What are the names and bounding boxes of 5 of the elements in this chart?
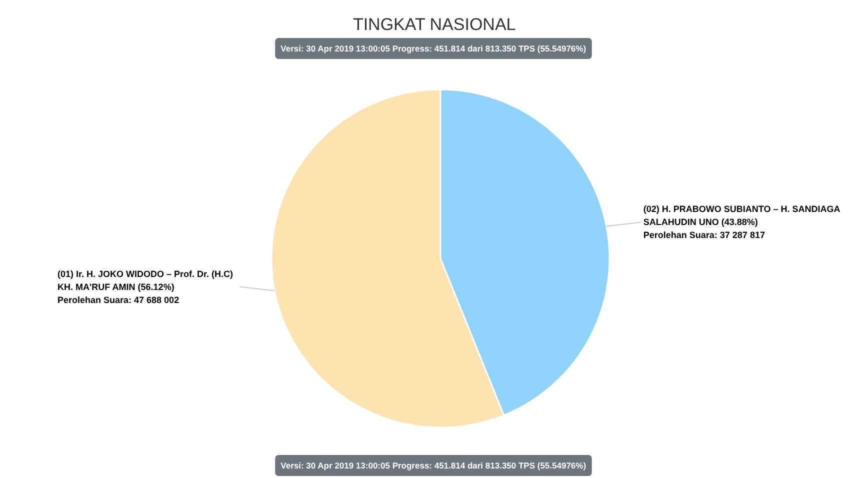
text: Versi: 30 Apr 2019 13:00:05 Progress: 451.814 dari 813.350 TPS (55.54976%)	[280, 460, 586, 470]
slice-label: (01) Ir. H. JOKO WIDODO – Prof. Dr. (H.C) KH. MA'RUF AMIN (56.12%) Perolehan Suara: 47 688 002	[58, 268, 234, 305]
slice-label: (02) H. PRABOWO SUBIANTO – H. SANDIAGA SALAHUDIN UNO (43.88%) Perolehan Suara: 37 287 817	[643, 204, 841, 240]
text: Versi: 30 Apr 2019 13:00:05 Progress: 451.814 dari 813.350 TPS (55.54976%)	[280, 44, 586, 54]
chart-title: TINGKAT NASIONAL	[352, 15, 516, 34]
